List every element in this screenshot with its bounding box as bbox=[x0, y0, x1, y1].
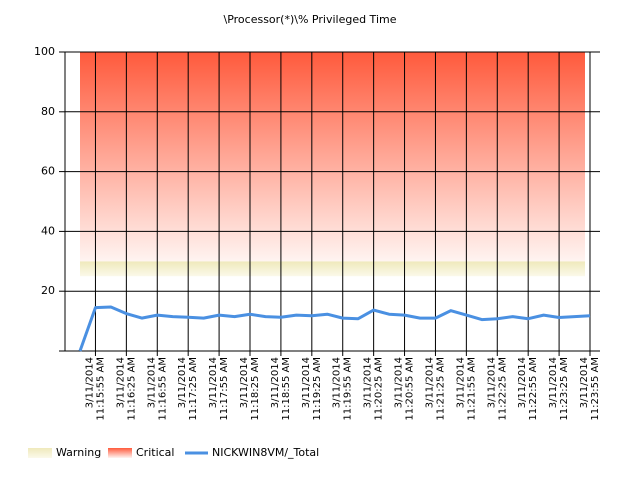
x-tick-label-date: 3/11/2014 bbox=[177, 357, 188, 408]
band bbox=[80, 52, 585, 262]
x-tick-label-time: 11:16:55 AM bbox=[157, 357, 168, 421]
x-tick-label-date: 3/11/2014 bbox=[517, 357, 528, 408]
x-tick-label-date: 3/11/2014 bbox=[115, 357, 126, 408]
x-tick-label: 3/11/2014 11:22:55 AM bbox=[517, 357, 539, 421]
band bbox=[80, 261, 585, 277]
x-tick-label-date: 3/11/2014 bbox=[424, 357, 435, 408]
x-tick-label: 3/11/2014 11:21:25 AM bbox=[424, 357, 446, 421]
x-tick-label-time: 11:17:25 AM bbox=[188, 357, 199, 421]
x-tick-label-time: 11:15:55 AM bbox=[95, 357, 106, 421]
x-tick-label-time: 11:18:55 AM bbox=[281, 357, 292, 421]
x-tick-label: 3/11/2014 11:17:55 AM bbox=[208, 357, 230, 421]
x-tick-label-date: 3/11/2014 bbox=[84, 357, 95, 408]
y-tick-label: 60 bbox=[41, 165, 55, 178]
x-tick-label: 3/11/2014 11:15:55 AM bbox=[84, 357, 106, 421]
x-tick-label-time: 11:16:25 AM bbox=[126, 357, 137, 421]
y-tick-label: 80 bbox=[41, 105, 55, 118]
x-tick-label: 3/11/2014 11:23:25 AM bbox=[548, 357, 570, 421]
x-tick-label: 3/11/2014 11:17:25 AM bbox=[177, 357, 199, 421]
x-tick-label-time: 11:21:25 AM bbox=[435, 357, 446, 421]
x-tick-label: 3/11/2014 11:16:25 AM bbox=[115, 357, 137, 421]
x-tick-label-date: 3/11/2014 bbox=[363, 357, 374, 408]
x-tick-label-time: 11:22:25 AM bbox=[497, 357, 508, 421]
x-tick-label-time: 11:23:25 AM bbox=[559, 357, 570, 421]
x-tick-label: 3/11/2014 11:21:55 AM bbox=[455, 357, 477, 421]
legend-label: NICKWIN8VM/_Total bbox=[212, 446, 319, 459]
x-tick-label: 3/11/2014 11:18:55 AM bbox=[270, 357, 292, 421]
x-tick-label: 3/11/2014 11:23:55 AM bbox=[579, 357, 601, 421]
x-tick-label-time: 11:18:25 AM bbox=[250, 357, 261, 421]
x-tick-label-date: 3/11/2014 bbox=[208, 357, 219, 408]
x-tick-label-date: 3/11/2014 bbox=[486, 357, 497, 408]
x-tick-label: 3/11/2014 11:19:55 AM bbox=[332, 357, 354, 421]
chart-title: \Processor(*)\% Privileged Time bbox=[224, 13, 397, 26]
x-tick-label-time: 11:22:55 AM bbox=[528, 357, 539, 421]
x-tick-label-time: 11:19:55 AM bbox=[343, 357, 354, 421]
x-tick-label-time: 11:17:55 AM bbox=[219, 357, 230, 421]
x-tick-label-date: 3/11/2014 bbox=[548, 357, 559, 408]
legend-swatch bbox=[108, 448, 132, 458]
x-tick-label-time: 11:21:55 AM bbox=[466, 357, 477, 421]
x-tick-label-date: 3/11/2014 bbox=[579, 357, 590, 408]
x-tick-label-date: 3/11/2014 bbox=[239, 357, 250, 408]
x-tick-label-time: 11:20:55 AM bbox=[405, 357, 416, 421]
y-tick-label: 40 bbox=[41, 224, 55, 237]
x-tick-label: 3/11/2014 11:22:25 AM bbox=[486, 357, 508, 421]
x-tick-label-date: 3/11/2014 bbox=[146, 357, 157, 408]
x-tick-label-date: 3/11/2014 bbox=[301, 357, 312, 408]
x-tick-label: 3/11/2014 11:16:55 AM bbox=[146, 357, 168, 421]
x-tick-label-date: 3/11/2014 bbox=[270, 357, 281, 408]
legend-label: Warning bbox=[56, 446, 101, 459]
x-tick-label: 3/11/2014 11:18:25 AM bbox=[239, 357, 261, 421]
x-tick-label-time: 11:20:25 AM bbox=[374, 357, 385, 421]
legend-swatch bbox=[28, 448, 52, 458]
x-tick-label-time: 11:23:55 AM bbox=[590, 357, 601, 421]
x-tick-label: 3/11/2014 11:19:25 AM bbox=[301, 357, 323, 421]
x-tick-label-date: 3/11/2014 bbox=[455, 357, 466, 408]
x-tick-label-time: 11:19:25 AM bbox=[312, 357, 323, 421]
legend-label: Critical bbox=[136, 446, 174, 459]
x-tick-label-date: 3/11/2014 bbox=[394, 357, 405, 408]
y-tick-label: 20 bbox=[41, 284, 55, 297]
x-tick-label: 3/11/2014 11:20:55 AM bbox=[394, 357, 416, 421]
x-tick-label: 3/11/2014 11:20:25 AM bbox=[363, 357, 385, 421]
x-tick-label-date: 3/11/2014 bbox=[332, 357, 343, 408]
y-tick-label: 100 bbox=[34, 45, 55, 58]
series-line bbox=[78, 305, 591, 352]
